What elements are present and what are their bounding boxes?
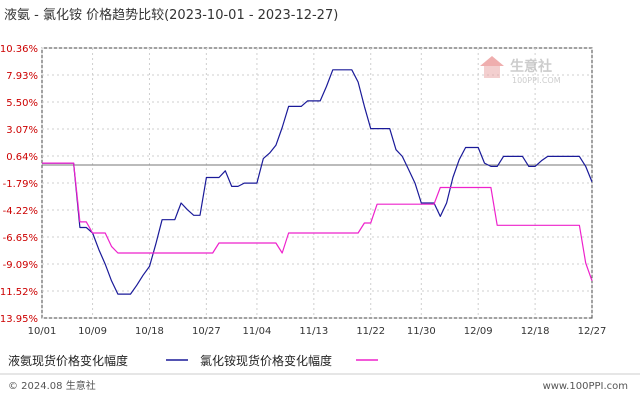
x-axis-ticks: 10/01 10/09 10/18 10/27 11/04 11/13 11/22 11/30… [28, 326, 607, 337]
y-tick-label: -1.79% [3, 179, 38, 190]
x-tick-label: 11/13 [299, 326, 328, 337]
y-tick-label: 3.07% [6, 125, 38, 136]
x-gridlines [41, 48, 593, 318]
y-tick-label: -9.09% [3, 260, 38, 271]
x-tick-label: 11/04 [243, 326, 272, 337]
legend-label: 氯化铵现货价格变化幅度 [200, 353, 332, 368]
y-tick-label: -4.22% [3, 206, 38, 217]
y-gridlines [42, 47, 592, 319]
x-tick-label: 12/09 [464, 326, 493, 337]
y-axis-ticks: 10.36% 7.93% 5.50% 3.07% 0.64% -1.79% -4.22% -6… [0, 44, 38, 325]
chart-title: 液氨 - 氯化铵 价格趋势比较(2023-10-01 - 2023-12-27) [4, 7, 338, 23]
footer-copyright: © 2024.08 生意社 [8, 379, 96, 392]
watermark: 生意社 100PPI.COM [480, 56, 561, 85]
legend: 液氨现货价格变化幅度 氯化铵现货价格变化幅度 [8, 353, 378, 368]
x-tick-label: 10/01 [28, 326, 57, 337]
x-tick-label: 10/27 [192, 326, 221, 337]
watermark-domain: 100PPI.COM [512, 76, 561, 85]
legend-label: 液氨现货价格变化幅度 [8, 353, 128, 368]
y-tick-label: 5.50% [6, 98, 38, 109]
y-tick-label: -11.52% [0, 287, 38, 298]
y-tick-label: 0.64% [6, 152, 38, 163]
watermark-house-icon [480, 56, 504, 66]
y-tick-label: -6.65% [3, 233, 38, 244]
x-tick-label: 11/22 [356, 326, 385, 337]
x-tick-label: 12/18 [521, 326, 550, 337]
x-tick-label: 12/27 [578, 326, 607, 337]
watermark-brand: 生意社 [510, 58, 552, 75]
x-tick-label: 10/18 [135, 326, 164, 337]
x-tick-label: 10/09 [78, 326, 107, 337]
footer-url[interactable]: www.100PPI.com [543, 381, 628, 392]
series-line-liquid-ammonia [42, 69, 593, 295]
x-tick-label: 11/30 [407, 326, 436, 337]
series-line-ammonium-chloride [42, 162, 593, 282]
y-tick-label: 10.36% [0, 44, 38, 55]
y-tick-label: -13.95% [0, 314, 38, 325]
series-lines [42, 69, 593, 295]
y-tick-label: 7.93% [6, 71, 38, 82]
